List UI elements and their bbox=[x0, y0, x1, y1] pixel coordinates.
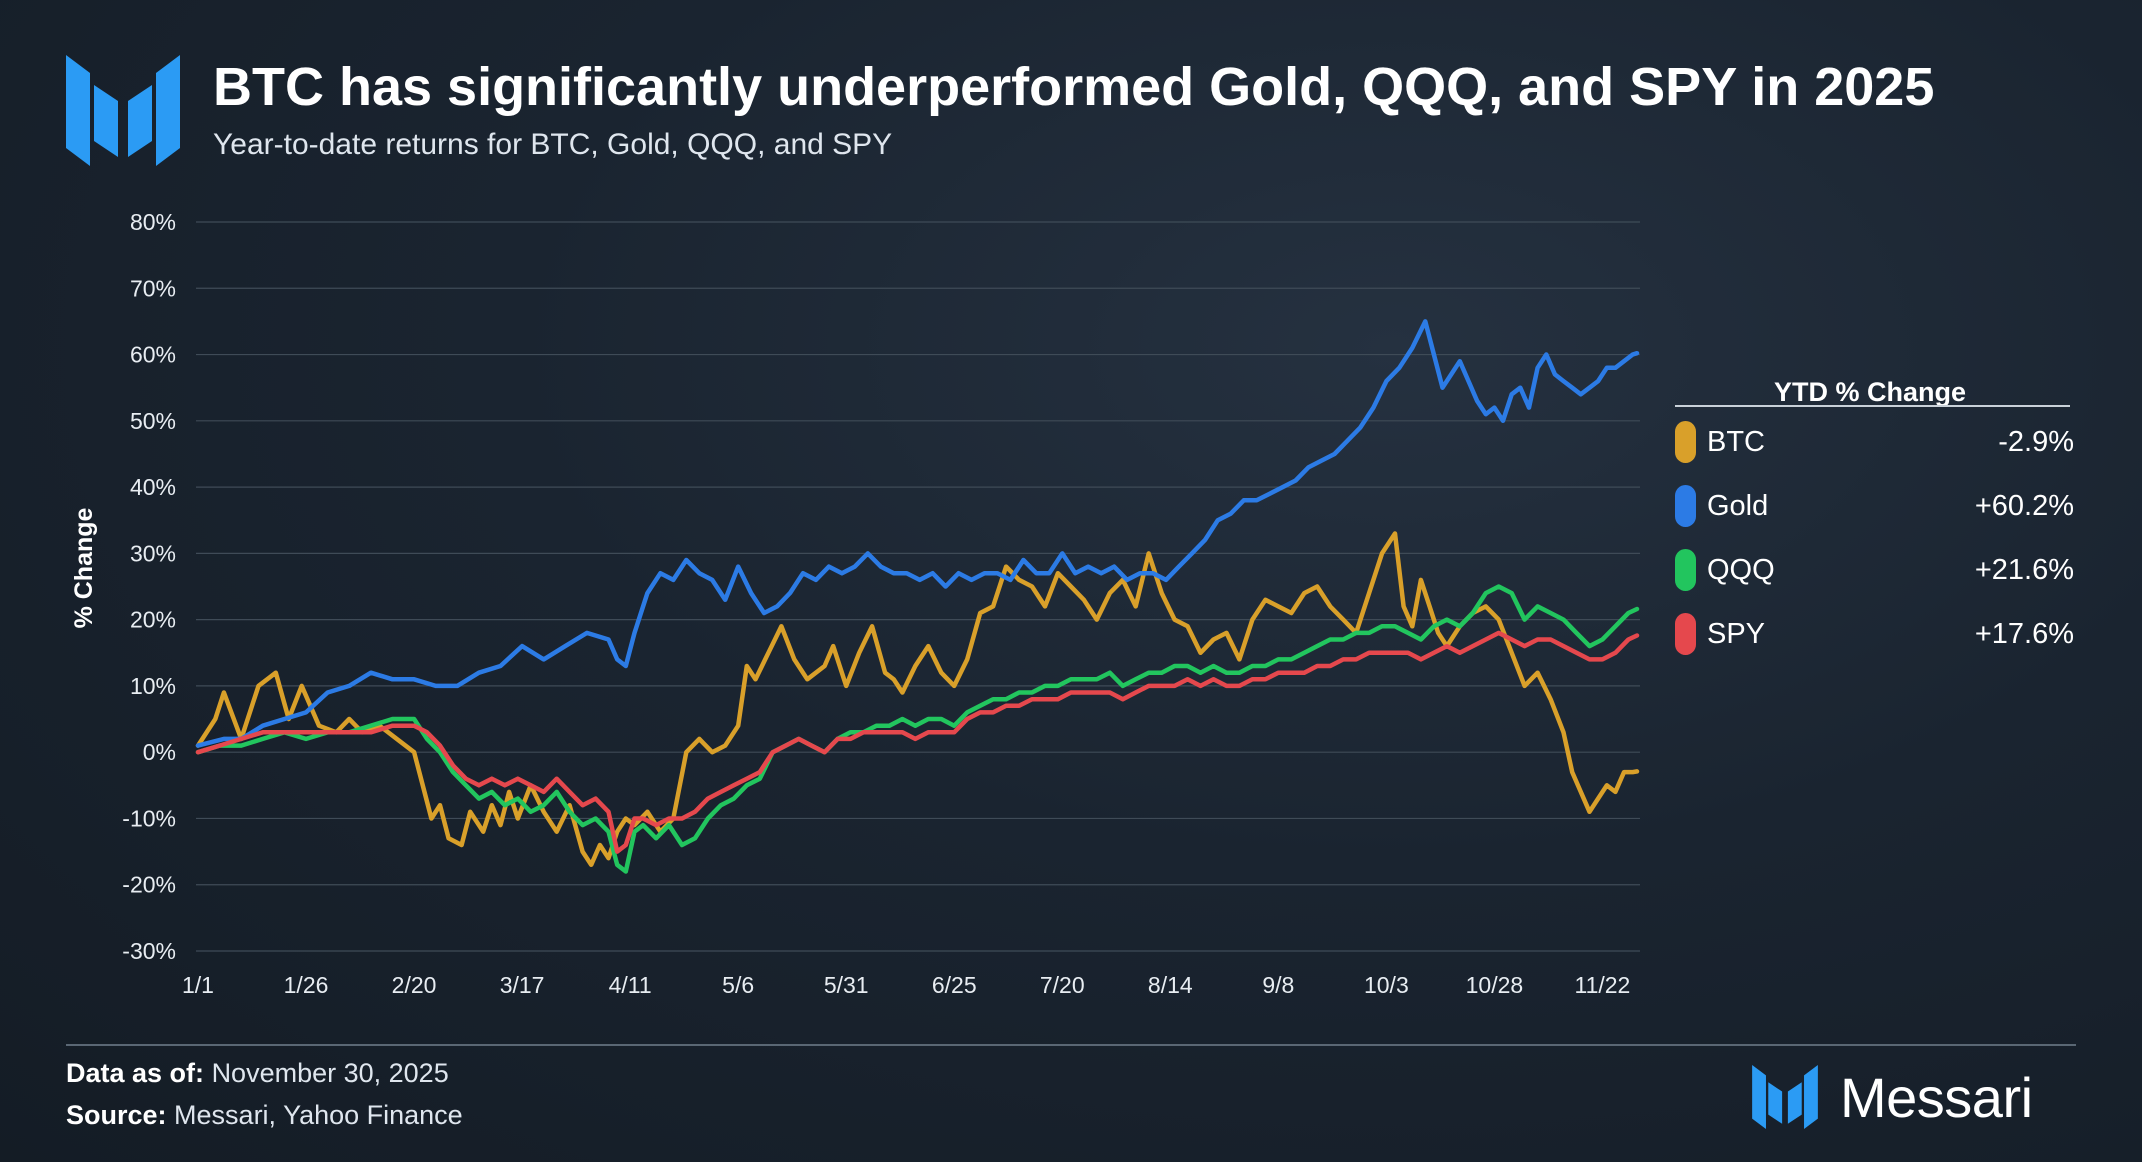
footer-data-as-of: Data as of: November 30, 2025 bbox=[66, 1058, 449, 1089]
legend-item-gold: Gold +60.2% bbox=[1675, 485, 2074, 527]
data-as-of-value: November 30, 2025 bbox=[211, 1058, 449, 1088]
source-value: Messari, Yahoo Finance bbox=[174, 1100, 463, 1130]
x-tick-label: 9/8 bbox=[1262, 972, 1294, 998]
legend-ytd-value: +21.6% bbox=[1975, 554, 2074, 586]
legend-series-name: Gold bbox=[1707, 490, 1768, 522]
legend-title: YTD % Change bbox=[1774, 377, 1966, 407]
legend-series-name: QQQ bbox=[1707, 554, 1775, 586]
series-line-spy bbox=[195, 630, 1640, 854]
x-tick-label: 11/22 bbox=[1574, 972, 1630, 998]
legend-swatch bbox=[1675, 421, 1696, 463]
y-tick-label: 50% bbox=[130, 408, 176, 434]
x-tick-label: 10/3 bbox=[1364, 972, 1409, 998]
x-tick-label: 6/25 bbox=[932, 972, 977, 998]
legend-series-name: SPY bbox=[1707, 618, 1765, 650]
source-label: Source: bbox=[66, 1100, 167, 1130]
legend: YTD % Change BTC -2.9% Gold +60.2% QQQ +21.6%… bbox=[1675, 377, 2074, 655]
x-tick-label: 5/31 bbox=[824, 972, 869, 998]
series-line-gold bbox=[195, 319, 1640, 748]
footer-divider bbox=[66, 1044, 2076, 1046]
y-tick-label: 80% bbox=[130, 209, 176, 235]
legend-ytd-value: -2.9% bbox=[1998, 426, 2074, 458]
y-tick-label: 40% bbox=[130, 474, 176, 500]
x-tick-label: 1/26 bbox=[284, 972, 329, 998]
x-tick-label: 10/28 bbox=[1466, 972, 1524, 998]
y-tick-label: 0% bbox=[143, 739, 176, 765]
legend-item-qqq: QQQ +21.6% bbox=[1675, 549, 2074, 591]
x-tick-label: 1/1 bbox=[182, 972, 214, 998]
legend-swatch bbox=[1675, 613, 1696, 655]
x-tick-label: 7/20 bbox=[1040, 972, 1085, 998]
messari-logo-icon bbox=[66, 55, 180, 166]
series-line-btc bbox=[195, 531, 1640, 868]
x-tick-label: 2/20 bbox=[392, 972, 437, 998]
legend-ytd-value: +17.6% bbox=[1975, 618, 2074, 650]
data-as-of-label: Data as of: bbox=[66, 1058, 205, 1088]
series-lines bbox=[195, 319, 1640, 874]
y-tick-label: 60% bbox=[130, 342, 176, 368]
brand-name: Messari bbox=[1840, 1065, 2033, 1129]
y-axis-label: % Change bbox=[70, 507, 98, 628]
legend-item-spy: SPY +17.6% bbox=[1675, 613, 2074, 655]
legend-series-name: BTC bbox=[1707, 426, 1765, 458]
x-tick-label: 4/11 bbox=[609, 972, 652, 998]
legend-ytd-value: +60.2% bbox=[1975, 490, 2074, 522]
brand-mark: Messari bbox=[1752, 1062, 2033, 1132]
y-tick-label: 20% bbox=[130, 607, 176, 633]
footer-source: Source: Messari, Yahoo Finance bbox=[66, 1100, 463, 1131]
legend-swatch bbox=[1675, 549, 1696, 591]
y-tick-label: 30% bbox=[130, 540, 176, 566]
x-tick-label: 8/14 bbox=[1148, 972, 1193, 998]
y-tick-label: 10% bbox=[130, 673, 176, 699]
x-tick-label: 5/6 bbox=[722, 972, 754, 998]
x-axis-ticks: 1/1 1/26 2/20 3/17 4/11 5/6 5/31 6/25 7/20 8/14 9/… bbox=[182, 972, 1630, 998]
y-tick-label: -10% bbox=[122, 805, 176, 831]
y-tick-label: -20% bbox=[122, 872, 176, 898]
legend-swatch bbox=[1675, 485, 1696, 527]
series-line-qqq bbox=[195, 584, 1640, 874]
y-axis-ticks: -30% -20% -10% 0% 10% 20% 30% 40% 50% 60% 70% 80% bbox=[122, 209, 176, 964]
legend-item-btc: BTC -2.9% bbox=[1675, 421, 2074, 463]
chart-subtitle: Year-to-date returns for BTC, Gold, QQQ,… bbox=[213, 128, 893, 161]
grid-lines bbox=[196, 221, 1640, 952]
messari-brand-icon bbox=[1752, 1065, 1818, 1129]
chart-title: BTC has significantly underperformed Gol… bbox=[213, 57, 1935, 117]
y-tick-label: 70% bbox=[130, 275, 176, 301]
x-tick-label: 3/17 bbox=[500, 972, 545, 998]
y-tick-label: -30% bbox=[122, 938, 176, 964]
